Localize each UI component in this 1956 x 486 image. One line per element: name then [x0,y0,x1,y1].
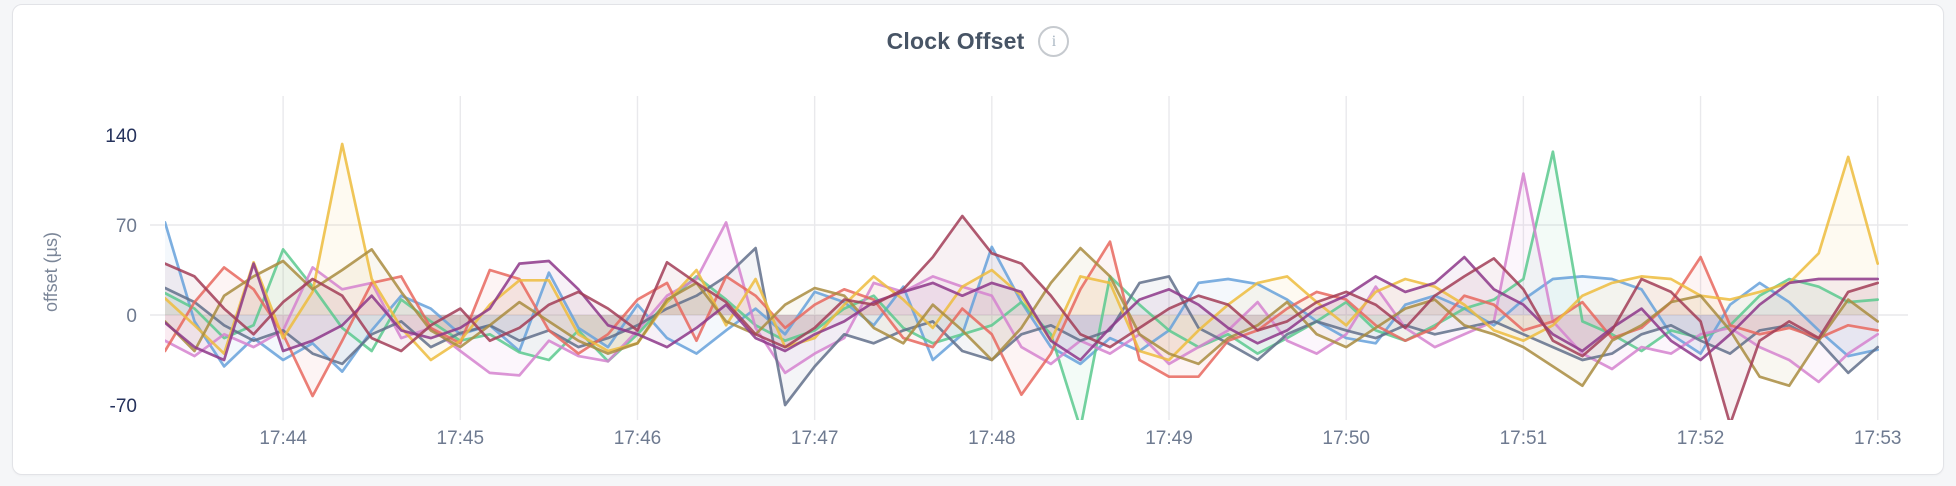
series-area-series-salmon [165,241,1878,396]
x-tick-label: 17:53 [1854,428,1902,449]
y-tick-label: -70 [110,396,137,417]
series-line-series-mint [165,150,1879,420]
series-areas [165,144,1878,420]
x-tick-label: 17:50 [1322,428,1370,449]
grid-layer [150,96,1908,420]
y-tick-label: 140 [105,126,137,147]
series-line-series-maroon [165,214,1879,420]
series-area-series-mint [165,151,1878,420]
series-lines [165,142,1879,420]
x-tick-label: 17:51 [1500,428,1548,449]
x-tick-label: 17:48 [968,428,1016,449]
series-area-series-plum [165,257,1878,360]
x-tick-label: 17:49 [1145,428,1193,449]
x-tick-label: 17:45 [437,428,485,449]
series-area-series-maroon [165,216,1878,420]
y-tick-label: 70 [116,216,137,237]
series-line-series-plum [165,255,1879,362]
clock-offset-panel [12,4,1944,475]
chart-header: Clock Offset i [0,26,1956,57]
series-line-series-gold [165,142,1879,362]
series-area-series-blue [165,222,1878,372]
series-area-series-gold [165,144,1878,360]
info-icon[interactable]: i [1038,26,1070,57]
x-tick-label: 17:46 [614,428,662,449]
y-tick-label: 0 [126,306,137,327]
series-line-series-bronze [165,246,1879,388]
x-tick-label: 17:44 [259,428,307,449]
series-area-series-bronze [165,248,1878,386]
series-line-series-salmon [165,240,1879,398]
axis-labels: 17:44 17:45 17:46 17:47 17:48 17:49 17:50 17:51… [105,126,1901,449]
x-tick-label: 17:47 [791,428,839,449]
chart-title: Clock Offset [886,28,1025,54]
x-tick-label: 17:52 [1677,428,1725,449]
y-axis-title: offset (µs) [41,232,61,312]
